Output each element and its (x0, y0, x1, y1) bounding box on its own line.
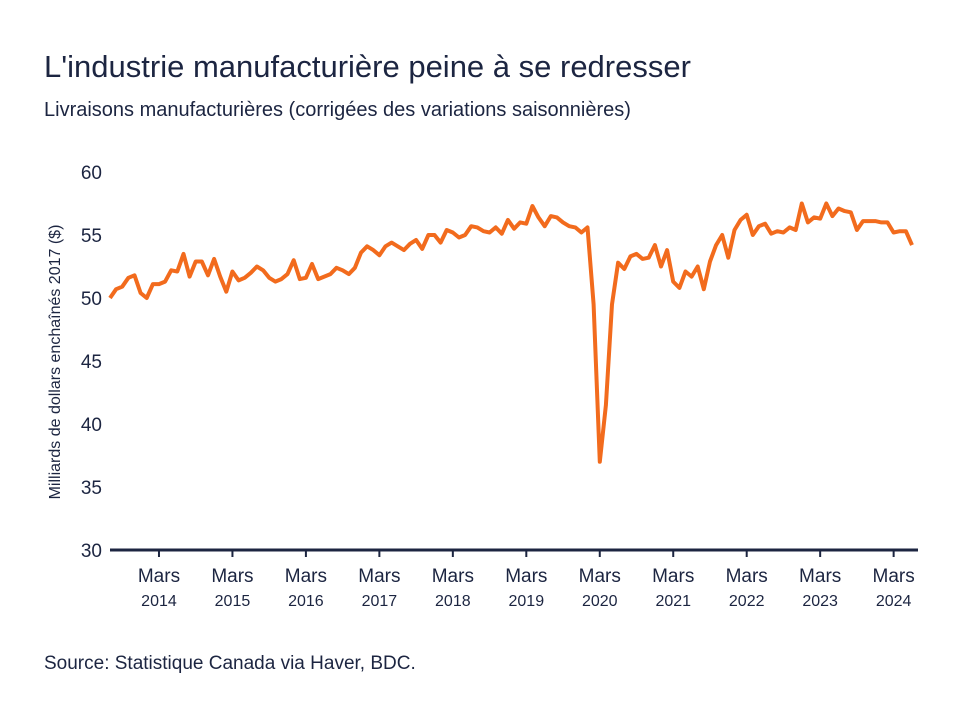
y-tick-label: 45 (81, 352, 102, 373)
x-tick-label: 2024 (876, 593, 912, 610)
x-tick-label: Mars (726, 566, 768, 587)
y-axis-label: Milliards de dollars enchaînés 2017 ($) (47, 225, 64, 500)
source-note: Source: Statistique Canada via Haver, BD… (44, 653, 416, 674)
x-tick-label: Mars (579, 566, 621, 587)
x-tick-label: 2023 (802, 593, 838, 610)
chart-subtitle: Livraisons manufacturières (corrigées de… (44, 99, 631, 121)
x-tick-label: 2015 (215, 593, 251, 610)
x-tick-label: Mars (358, 566, 400, 587)
y-tick-label: 60 (81, 163, 102, 184)
x-tick-label: Mars (505, 566, 547, 587)
x-tick-label: 2022 (729, 593, 765, 610)
x-tick-label: 2014 (141, 593, 177, 610)
x-tick-label: 2021 (655, 593, 691, 610)
x-tick-label: Mars (138, 566, 180, 587)
x-tick-label: Mars (432, 566, 474, 587)
x-tick-label: Mars (285, 566, 327, 587)
x-tick-label: 2019 (509, 593, 545, 610)
x-tick-label: Mars (652, 566, 694, 587)
x-tick-label: 2018 (435, 593, 471, 610)
x-tick-label: 2020 (582, 593, 618, 610)
x-tick-label: Mars (211, 566, 253, 587)
y-tick-label: 40 (81, 415, 102, 436)
y-tick-label: 50 (81, 289, 102, 310)
x-tick-label: 2017 (362, 593, 398, 610)
y-tick-label: 30 (81, 541, 102, 562)
x-tick-label: Mars (873, 566, 915, 587)
y-tick-label: 35 (81, 478, 102, 499)
data-line (108, 201, 914, 464)
chart-title: L'industrie manufacturière peine à se re… (44, 49, 691, 84)
x-tick-label: Mars (799, 566, 841, 587)
x-tick-label: 2016 (288, 593, 324, 610)
y-tick-label: 55 (81, 226, 102, 247)
